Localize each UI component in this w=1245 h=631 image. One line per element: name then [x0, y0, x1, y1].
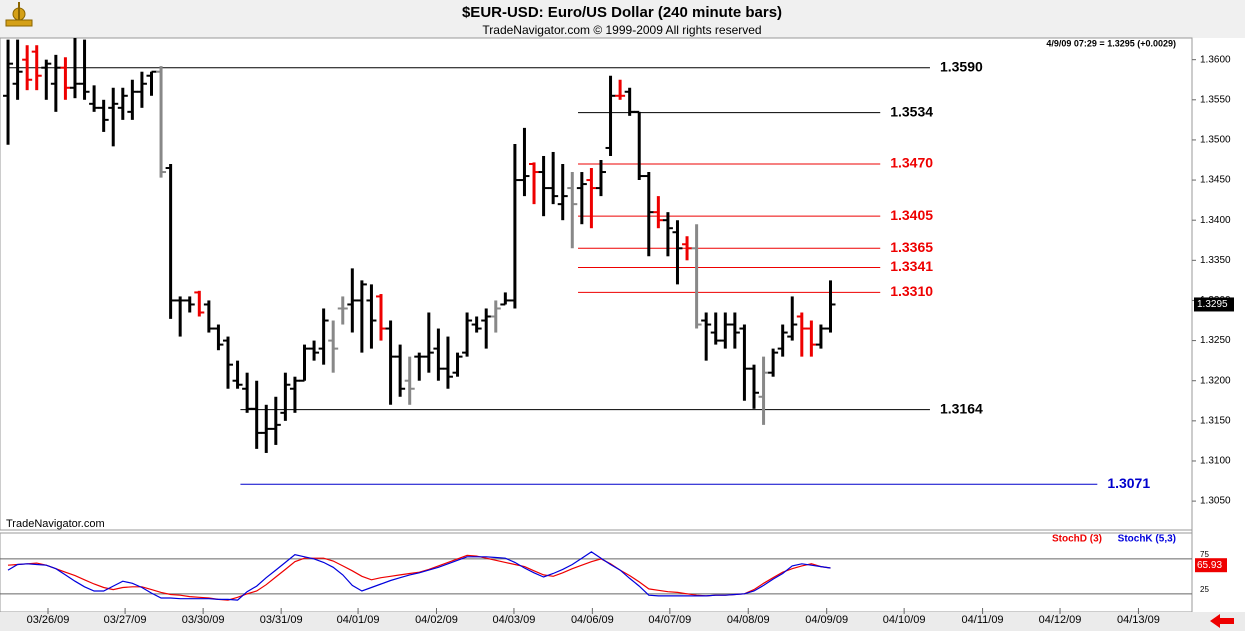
level-label: 1.3341	[890, 258, 933, 274]
level-label: 1.3365	[890, 239, 933, 255]
y-tick-label: 1.3050	[1200, 496, 1231, 507]
x-tick-label: 04/07/09	[648, 614, 691, 626]
y-tick-label: 1.3200	[1200, 375, 1231, 386]
level-label: 1.3164	[940, 400, 983, 416]
header	[0, 0, 1245, 38]
x-tick-label: 03/26/09	[27, 614, 70, 626]
y-tick-label: 1.3600	[1200, 54, 1231, 65]
scroll-arrow[interactable]	[1210, 614, 1234, 628]
y-tick-label: 1.3350	[1200, 255, 1231, 266]
bars	[3, 38, 836, 453]
x-tick-label: 04/11/09	[962, 614, 1004, 626]
date-strip	[0, 612, 1245, 631]
info: 4/9/09 07:29 = 1.3295 (+0.0029)	[1046, 38, 1176, 48]
y-tick-label: 1.3400	[1200, 215, 1231, 226]
y-tick-label: 1.3150	[1200, 415, 1231, 426]
level-label: 1.3590	[940, 58, 983, 74]
stoch-marker	[1195, 558, 1227, 573]
price-marker	[1194, 297, 1234, 312]
legend-entry: StochD (3)	[1052, 534, 1102, 545]
y-tick-label: 25	[1200, 585, 1209, 594]
x-tick-label: 04/03/09	[493, 614, 536, 626]
stoch-line	[7, 551, 831, 601]
level-label: 1.3071	[1107, 475, 1150, 491]
watermark: TradeNavigator.com	[6, 518, 105, 530]
logo	[5, 2, 33, 27]
chart-title: $EUR-USD: Euro/US Dollar (240 minute bar…	[462, 4, 782, 21]
y-tick-label: 75	[1200, 550, 1209, 559]
x-tick-label: 04/12/09	[1039, 614, 1082, 626]
x-tick-label: 03/30/09	[182, 614, 225, 626]
x-tick-label: 04/10/09	[883, 614, 926, 626]
x-tick-label: 04/09/09	[805, 614, 848, 626]
level-label: 1.3470	[890, 155, 933, 171]
x-tick-label: 04/13/09	[1117, 614, 1160, 626]
plot-area	[0, 37, 1193, 531]
level-label: 1.3405	[890, 207, 933, 223]
chart-subtitle: TradeNavigator.com © 1999-2009 All right…	[482, 23, 761, 37]
y-tick-label: 1.3250	[1200, 335, 1231, 346]
level-label: 1.3310	[890, 283, 933, 299]
stoch-area	[0, 532, 1193, 613]
x-tick-label: 03/31/09	[260, 614, 303, 626]
x-tick-label: 04/06/09	[571, 614, 614, 626]
x-tick-label: 04/01/09	[337, 614, 380, 626]
x-tick-label: 03/27/09	[104, 614, 147, 626]
x-tick-label: 04/02/09	[415, 614, 458, 626]
y-tick-label: 1.3450	[1200, 175, 1231, 186]
stoch-marker-label: 65.93	[1197, 560, 1222, 571]
level-label: 1.3534	[890, 103, 933, 119]
y-tick-label: 1.3500	[1200, 135, 1231, 146]
price-marker-label: 1.3295	[1197, 299, 1228, 310]
legend-entry: StochK (5,3)	[1118, 534, 1176, 545]
y-tick-label: 1.3550	[1200, 94, 1231, 105]
y-tick-label: 1.3100	[1200, 456, 1231, 467]
x-tick-label: 04/08/09	[727, 614, 770, 626]
